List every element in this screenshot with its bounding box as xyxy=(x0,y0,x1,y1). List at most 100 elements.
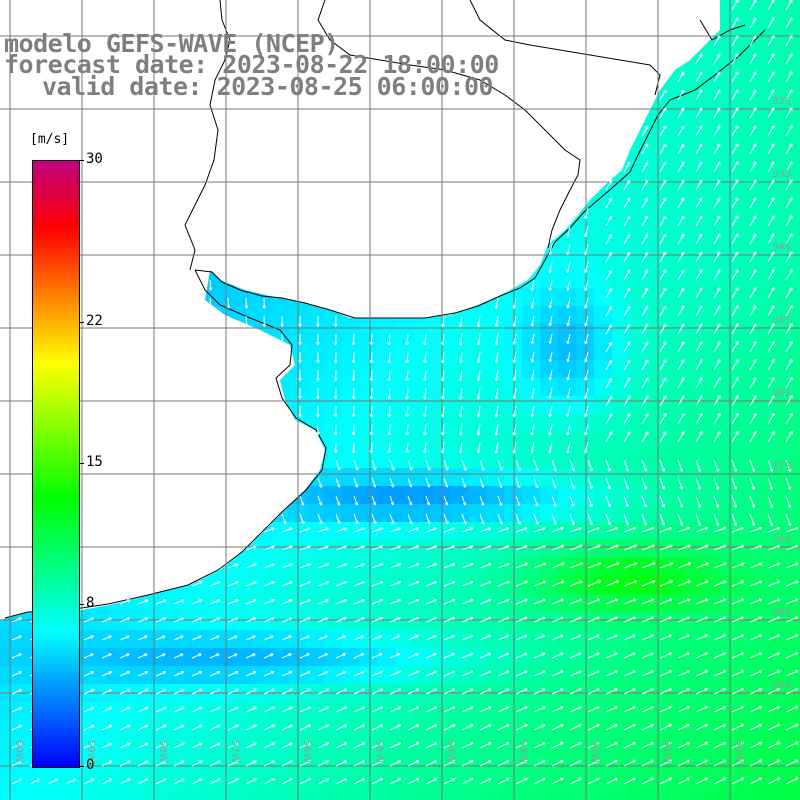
wind-arrow xyxy=(785,89,793,101)
wind-cell xyxy=(576,432,595,451)
wind-arrow xyxy=(119,706,131,713)
wind-arrow xyxy=(584,261,589,274)
wind-cell xyxy=(270,720,289,739)
wind-arrow xyxy=(605,197,613,209)
wind-arrow xyxy=(512,369,517,382)
wind-arrow xyxy=(317,598,329,605)
wind-arrow xyxy=(677,616,691,623)
wind-arrow xyxy=(587,598,601,605)
wind-cell xyxy=(720,90,739,109)
wind-arrow xyxy=(767,53,775,65)
wind-cell xyxy=(396,504,415,523)
wind-cell xyxy=(684,558,703,577)
wind-arrow xyxy=(479,544,492,551)
wind-arrow xyxy=(335,495,341,506)
wind-arrow xyxy=(335,563,348,569)
wind-cell xyxy=(216,288,235,307)
wind-cell xyxy=(252,702,271,721)
wind-arrow xyxy=(281,563,293,569)
wind-arrow xyxy=(443,527,456,533)
wind-arrow xyxy=(641,688,654,695)
wind-cell xyxy=(432,486,451,505)
wind-cell xyxy=(288,558,307,577)
wind-cell xyxy=(594,720,613,739)
longitude-label: 54W xyxy=(445,740,456,763)
wind-cell xyxy=(198,774,217,793)
wind-arrow xyxy=(677,395,685,407)
wind-cell xyxy=(342,432,361,451)
wind-cell xyxy=(252,648,271,667)
wind-arrow xyxy=(83,778,95,785)
wind-arrow xyxy=(83,635,94,641)
wind-arrow xyxy=(659,395,667,407)
wind-arrow xyxy=(353,688,366,695)
wind-arrow xyxy=(641,341,649,353)
wind-arrow xyxy=(749,777,763,785)
wind-cell xyxy=(198,738,217,757)
wind-arrow xyxy=(569,544,583,551)
wind-arrow xyxy=(641,377,649,389)
wind-arrow xyxy=(333,387,338,400)
wind-arrow xyxy=(263,617,275,623)
wind-cell xyxy=(162,702,181,721)
wind-cell xyxy=(288,702,307,721)
wind-arrow xyxy=(767,459,774,473)
wind-cell xyxy=(432,468,451,487)
wind-arrow xyxy=(281,760,293,767)
wind-arrow xyxy=(605,251,613,263)
wind-arrow xyxy=(623,341,631,353)
wind-arrow xyxy=(119,760,131,767)
wind-cell xyxy=(720,324,739,343)
wind-cell xyxy=(396,414,415,433)
wind-arrow xyxy=(641,323,649,335)
wind-cell xyxy=(486,324,505,343)
wind-arrow xyxy=(587,706,600,713)
wind-cell xyxy=(558,558,577,577)
wind-arrow xyxy=(605,306,613,317)
wind-cell xyxy=(702,324,721,343)
wind-cell xyxy=(594,450,613,469)
wind-cell xyxy=(450,324,469,343)
wind-cell xyxy=(720,378,739,397)
wind-arrow xyxy=(209,581,221,587)
wind-arrow xyxy=(767,544,781,551)
wind-arrow xyxy=(101,778,113,785)
wind-arrow xyxy=(317,778,330,785)
wind-cell xyxy=(612,540,631,559)
wind-arrow xyxy=(316,315,320,327)
wind-cell xyxy=(486,738,505,757)
wind-arrow xyxy=(767,759,781,767)
wind-cell xyxy=(720,648,739,667)
wind-cell xyxy=(702,198,721,217)
wind-arrow xyxy=(695,688,709,695)
wind-arrow xyxy=(641,741,654,749)
longitude-label: 56W xyxy=(301,740,312,763)
wind-cell xyxy=(396,774,415,793)
wind-arrow xyxy=(389,598,402,605)
wind-arrow xyxy=(587,634,600,641)
wind-arrow xyxy=(317,670,329,677)
wind-cell xyxy=(738,90,757,109)
wind-arrow xyxy=(641,634,654,641)
wind-arrow xyxy=(497,634,510,641)
wind-arrow xyxy=(731,562,745,569)
wind-arrow xyxy=(641,233,649,245)
wind-arrow xyxy=(623,413,631,425)
latitude-label: 38S xyxy=(772,534,791,545)
wind-cell xyxy=(630,180,649,199)
wind-cell xyxy=(594,612,613,631)
wind-cell xyxy=(216,702,235,721)
wind-arrow xyxy=(659,359,667,371)
wind-arrow xyxy=(353,563,366,569)
wind-arrow xyxy=(458,405,463,418)
wind-arrow xyxy=(208,279,213,291)
wind-cell xyxy=(540,504,559,523)
wind-cell xyxy=(540,270,559,289)
wind-cell xyxy=(378,378,397,397)
wind-cell xyxy=(720,450,739,469)
wind-arrow xyxy=(749,513,756,527)
wind-arrow xyxy=(785,513,792,527)
wind-arrow xyxy=(569,777,582,785)
wind-arrow xyxy=(623,179,631,191)
wind-cell xyxy=(270,666,289,685)
